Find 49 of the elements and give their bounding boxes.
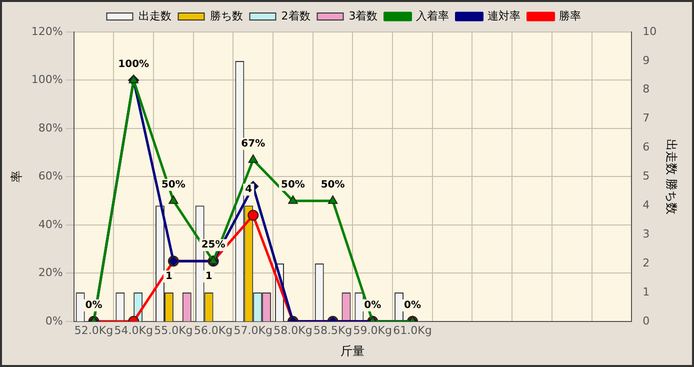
y2-tick-label: 2 xyxy=(642,256,650,270)
data-label: 0% xyxy=(404,300,421,311)
x-tick-label: 58.5Kg xyxy=(313,324,352,337)
legend-label: 連対率 xyxy=(488,9,521,22)
y2-tick-label: 9 xyxy=(642,54,650,67)
y2-tick-label: 10 xyxy=(642,24,657,38)
legend-label: 勝ち数 xyxy=(210,9,243,22)
x-tick-label: 57.0Kg xyxy=(234,324,272,337)
x-tick-label: 56.0Kg xyxy=(194,324,233,337)
data-label: 100% xyxy=(118,58,150,70)
data-label: 0% xyxy=(364,300,382,311)
legend-label: 勝率 xyxy=(559,9,582,22)
data-label: 50% xyxy=(320,179,345,190)
data-label: 50% xyxy=(161,179,186,190)
y2-tick-label: 3 xyxy=(642,227,650,240)
legend-label: 入着率 xyxy=(416,9,450,22)
legend-label: 2着数 xyxy=(281,9,310,22)
y-tick-label: 80% xyxy=(38,121,63,134)
x-tick-label: 61.0Kg xyxy=(393,324,432,337)
data-label: 0% xyxy=(85,300,102,311)
y2-tick-label: 5 xyxy=(642,170,650,183)
legend-label: 出走数 xyxy=(138,9,172,22)
y-tick-label: 0% xyxy=(45,314,63,328)
data-label: 25% xyxy=(201,240,226,251)
x-tick-label: 54.0Kg xyxy=(114,324,153,337)
y-axis-title: 率 xyxy=(9,170,24,183)
x-tick-label: 58.0Kg xyxy=(274,324,312,337)
y2-tick-label: 7 xyxy=(642,112,650,125)
y2-tick-label: 4 xyxy=(642,198,650,212)
y2-tick-label: 8 xyxy=(642,82,650,96)
legend-label: 3着数 xyxy=(348,9,378,22)
data-label: 50% xyxy=(280,179,305,190)
y2-tick-label: 0 xyxy=(642,314,650,328)
x-tick-label: 59.0Kg xyxy=(353,324,392,337)
y-tick-label: 60% xyxy=(38,170,63,183)
y-tick-label: 20% xyxy=(38,266,63,280)
data-label: 1 xyxy=(205,271,212,282)
y-tick-label: 40% xyxy=(38,218,63,231)
x-tick-label: 52.0Kg xyxy=(74,324,114,337)
data-label: 67% xyxy=(241,138,266,150)
data-label: 1 xyxy=(165,271,172,282)
data-label: 4 xyxy=(245,184,252,196)
y2-tick-label: 1 xyxy=(642,285,650,298)
y2-axis-title: 出走数 勝ち数 xyxy=(664,138,679,215)
y-tick-label: 120% xyxy=(31,24,63,38)
y-tick-label: 100% xyxy=(31,73,63,86)
y2-tick-label: 6 xyxy=(642,140,650,154)
x-tick-label: 55.0Kg xyxy=(154,324,193,337)
x-axis-title: 斤量 xyxy=(340,344,365,358)
